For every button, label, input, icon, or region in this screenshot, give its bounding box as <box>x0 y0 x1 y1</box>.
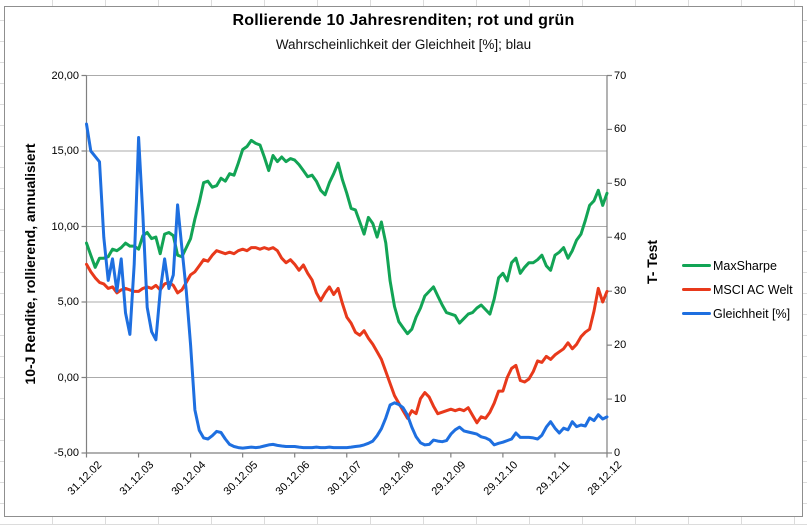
legend-item-maxsharpe[interactable]: MaxSharpe <box>682 258 793 273</box>
legend-line-swatch <box>682 288 711 291</box>
right-axis-tick-label: 70 <box>614 69 627 82</box>
right-axis-tick-label: 10 <box>614 393 627 406</box>
legend-line-swatch <box>682 264 711 267</box>
left-axis-tick-label: 10,00 <box>51 220 79 233</box>
series-line-gleichheit-[interactable] <box>85 122 609 450</box>
legend-label: MaxSharpe <box>713 258 777 273</box>
right-axis-title: T- Test <box>644 239 660 285</box>
legend-label: MSCI AC Welt <box>713 282 793 297</box>
legend-item-gleichheit-[interactable]: Gleichheit [%] <box>682 306 793 321</box>
right-axis-tick-label: 40 <box>614 231 627 244</box>
chart-object[interactable] <box>4 6 803 517</box>
legend-label: Gleichheit [%] <box>713 306 791 321</box>
right-axis-tick-label: 60 <box>614 123 627 136</box>
legend: MaxSharpe MSCI AC Welt Gleichheit [%] <box>682 259 793 331</box>
series-line-maxsharpe[interactable] <box>85 138 609 336</box>
left-axis-tick-label: 0,00 <box>57 371 79 384</box>
legend-item-msci-ac-welt[interactable]: MSCI AC Welt <box>682 282 793 297</box>
right-axis-tick-label: 30 <box>614 285 627 298</box>
chart-title: Rollierende 10 Jahresrenditen; rot und g… <box>232 12 575 29</box>
left-axis-tick-label: 20,00 <box>51 69 79 82</box>
left-axis-tick-label: 5,00 <box>57 296 79 308</box>
left-axis-tick-label: -5,00 <box>53 447 79 459</box>
left-axis-title: 10-J Rendite, rollierend, annualisiert <box>22 143 38 385</box>
right-axis-tick-label: 20 <box>614 339 627 352</box>
legend-line-swatch <box>682 312 711 315</box>
left-axis-tick-label: 15,00 <box>51 145 79 157</box>
right-axis-tick-label: 50 <box>614 177 627 190</box>
right-axis-tick-label: 0 <box>614 447 621 459</box>
series-line-msci-ac-welt[interactable] <box>85 246 609 425</box>
chart-subtitle: Wahrscheinlichkeit der Gleichheit [%]; b… <box>275 37 532 52</box>
